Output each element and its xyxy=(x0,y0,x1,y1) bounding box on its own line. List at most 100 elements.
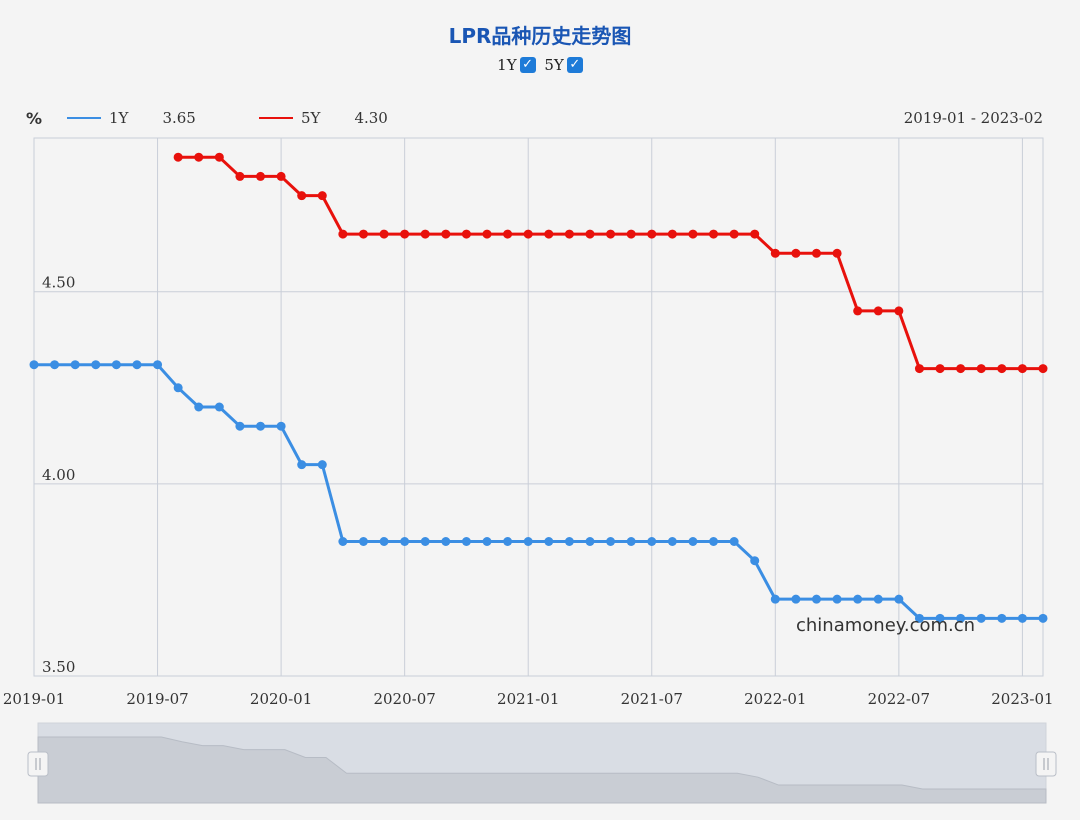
legend-value-5y: 4.30 xyxy=(354,109,388,127)
legend-item-5y[interactable]: 5Y 4.30 xyxy=(259,109,388,127)
x-axis-labels: 2019-01 2019-07 2020-01 2020-07 2021-01 2021-… xyxy=(3,690,1054,708)
data-point-1y xyxy=(956,613,966,623)
y-axis-labels: 3.50 4.00 4.50 xyxy=(42,274,75,676)
data-point-5y xyxy=(626,229,636,239)
data-point-1y xyxy=(935,613,945,623)
data-point-5y xyxy=(976,364,986,374)
checkbox-5y-icon[interactable]: ✓ xyxy=(566,57,583,73)
x-tick-label: 2019-07 xyxy=(126,690,188,708)
data-point-1y xyxy=(358,537,368,546)
data-point-1y xyxy=(606,537,616,546)
y-tick-label: 4.00 xyxy=(42,466,75,484)
data-point-1y xyxy=(70,360,80,370)
plot-border xyxy=(33,137,1044,677)
x-tick-label: 2022-01 xyxy=(744,690,806,708)
unit-label: % xyxy=(26,109,43,128)
data-point-5y xyxy=(811,248,821,258)
data-point-1y xyxy=(544,537,554,546)
data-point-5y xyxy=(564,229,574,239)
data-point-1y xyxy=(111,360,121,370)
legend-line-1y-icon xyxy=(67,117,101,119)
data-point-5y xyxy=(750,229,760,239)
x-tick-label: 2020-01 xyxy=(250,690,312,708)
data-point-1y xyxy=(523,537,533,546)
data-point-1y xyxy=(132,360,142,370)
legend: % 1Y 3.65 5Y 4.30 2019-01 - 2023-02 xyxy=(0,109,1080,131)
legend-name-5y: 5Y xyxy=(301,109,321,127)
toggle-1y-label: 1Y xyxy=(497,56,517,74)
data-point-1y xyxy=(29,360,39,370)
data-point-1y xyxy=(626,537,636,546)
data-point-5y xyxy=(606,229,616,239)
grid xyxy=(33,137,1044,677)
toggle-1y[interactable]: 1Y ✓ xyxy=(497,56,536,74)
data-point-1y xyxy=(729,537,739,546)
legend-name-1y: 1Y xyxy=(109,109,129,127)
data-point-1y xyxy=(1038,613,1048,623)
data-point-5y xyxy=(276,171,286,181)
range-navigator[interactable] xyxy=(27,722,1057,804)
toggle-5y[interactable]: 5Y ✓ xyxy=(544,56,583,74)
legend-item-1y[interactable]: 1Y 3.65 xyxy=(67,109,196,127)
data-point-1y xyxy=(91,360,101,370)
data-point-1y xyxy=(214,402,224,412)
data-point-5y xyxy=(688,229,698,239)
x-tick-label: 2022-07 xyxy=(868,690,930,708)
data-point-1y xyxy=(647,537,657,546)
data-point-1y xyxy=(997,613,1007,623)
data-point-5y xyxy=(297,191,307,201)
navigator-area xyxy=(37,736,1047,804)
data-point-5y xyxy=(482,229,492,239)
x-tick-label: 2023-01 xyxy=(991,690,1053,708)
legend-value-1y: 3.65 xyxy=(162,109,196,127)
data-point-5y xyxy=(358,229,368,239)
data-point-5y xyxy=(379,229,389,239)
chart-title: LPR品种历史走势图 xyxy=(448,24,632,48)
data-point-1y xyxy=(853,594,863,604)
data-point-5y xyxy=(317,191,327,201)
data-point-1y xyxy=(709,537,719,546)
data-point-5y xyxy=(214,152,224,162)
data-point-5y xyxy=(420,229,430,239)
data-point-1y xyxy=(400,537,410,546)
navigator-left-handle[interactable] xyxy=(27,751,49,777)
data-point-5y xyxy=(956,364,966,374)
data-point-1y xyxy=(667,537,677,546)
data-point-1y xyxy=(276,421,286,431)
y-tick-label: 3.50 xyxy=(42,658,75,676)
data-point-1y xyxy=(173,383,183,393)
data-point-1y xyxy=(379,537,389,546)
date-range: 2019-01 - 2023-02 xyxy=(903,109,1043,127)
data-point-1y xyxy=(153,360,163,370)
data-point-1y xyxy=(976,613,986,623)
data-point-5y xyxy=(400,229,410,239)
data-point-5y xyxy=(709,229,719,239)
data-point-1y xyxy=(50,360,60,370)
data-point-5y xyxy=(441,229,451,239)
navigator-right-handle[interactable] xyxy=(1035,751,1057,777)
data-point-1y xyxy=(482,537,492,546)
data-point-1y xyxy=(750,556,760,566)
data-point-5y xyxy=(791,248,801,258)
data-point-1y xyxy=(914,613,924,623)
data-point-1y xyxy=(791,594,801,604)
data-point-5y xyxy=(997,364,1007,374)
data-point-5y xyxy=(523,229,533,239)
data-point-1y xyxy=(585,537,595,546)
checkbox-1y-icon[interactable]: ✓ xyxy=(519,57,536,73)
series-toggles: 1Y ✓ 5Y ✓ xyxy=(0,56,1080,74)
data-point-5y xyxy=(729,229,739,239)
data-point-5y xyxy=(853,306,863,316)
data-point-1y xyxy=(688,537,698,546)
watermark: chinamoney.com.cn xyxy=(796,615,975,636)
data-point-1y xyxy=(297,460,307,470)
data-point-5y xyxy=(914,364,924,374)
data-point-5y xyxy=(667,229,677,239)
toggle-5y-label: 5Y xyxy=(544,56,564,74)
data-point-1y xyxy=(338,537,348,546)
data-point-1y xyxy=(564,537,574,546)
series-line-1y xyxy=(34,363,1043,620)
data-point-1y xyxy=(317,460,327,470)
data-point-1y xyxy=(194,402,204,412)
data-point-5y xyxy=(873,306,883,316)
